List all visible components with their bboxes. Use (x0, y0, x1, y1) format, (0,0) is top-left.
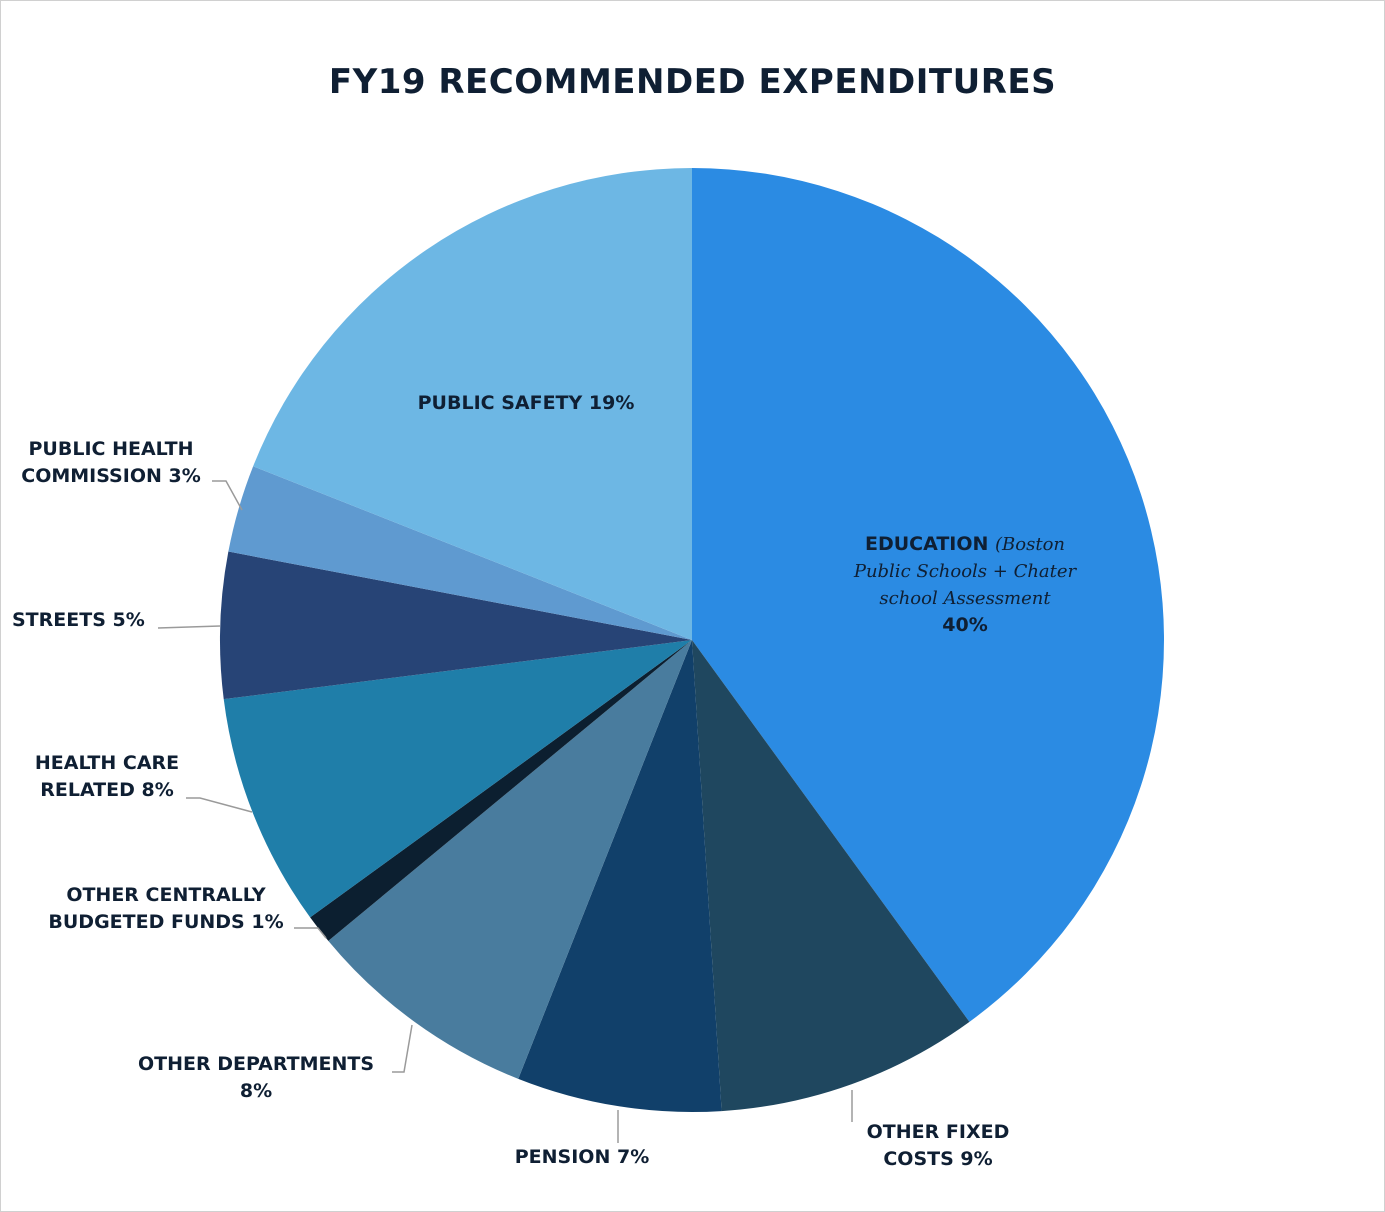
label-other-fixed-line-1: OTHER FIXED (866, 1121, 1010, 1143)
label-other-cbf-line-2: BUDGETED FUNDS 1% (48, 911, 284, 933)
label-public-health-line-2: COMMISSION 3% (21, 465, 201, 487)
label-education-line-1: EDUCATION (Boston (820, 531, 1110, 558)
leader-line-health-care (186, 797, 253, 813)
label-health-care-line-2: RELATED 8% (40, 779, 174, 801)
label-education: EDUCATION (Boston Public Schools + Chate… (820, 531, 1110, 639)
label-health-care-line-1: HEALTH CARE (34, 752, 180, 774)
label-other-departments-line-2: 8% (239, 1080, 273, 1102)
label-pension-line-1: PENSION 7% (514, 1146, 650, 1168)
label-health-care: HEALTH CARE RELATED 8% (0, 750, 214, 804)
label-public-safety: PUBLIC SAFETY 19% (386, 390, 666, 417)
label-public-health: PUBLIC HEALTH COMMISSION 3% (0, 436, 222, 490)
pie-slice-streets (219, 551, 693, 700)
pie-slice-other-fixed (692, 640, 970, 1112)
pie-slice-pension (518, 640, 722, 1113)
label-other-departments: OTHER DEPARTMENTS 8% (106, 1051, 406, 1105)
label-streets-line-1: STREETS 5% (12, 609, 145, 631)
label-education-note-1: (Boston (995, 534, 1066, 555)
pie-slice-other-cbf (310, 640, 692, 941)
label-education-note-2: Public Schools + Chater (853, 561, 1077, 582)
label-education-name: EDUCATION (864, 533, 989, 555)
chart-title: FY19 RECOMMENDED EXPENDITURES (328, 62, 1057, 102)
label-education-value: 40% (942, 614, 988, 636)
label-public-safety-line-1: PUBLIC SAFETY 19% (417, 392, 635, 414)
label-other-cbf: OTHER CENTRALLY BUDGETED FUNDS 1% (16, 882, 316, 936)
label-other-cbf-line-1: OTHER CENTRALLY (66, 884, 266, 906)
pie-slices (219, 168, 1165, 1113)
pie-slice-health-care (223, 640, 692, 918)
label-other-fixed-line-2: COSTS 9% (883, 1148, 993, 1170)
leader-lines (157, 480, 853, 1143)
leader-line-public-health (212, 480, 243, 511)
pie-slice-public-safety (253, 168, 692, 640)
leader-line-other-cbf (294, 927, 327, 939)
label-other-fixed: OTHER FIXED COSTS 9% (828, 1119, 1048, 1173)
label-education-note-3: school Assessment (879, 588, 1051, 609)
label-public-health-line-1: PUBLIC HEALTH (28, 438, 194, 460)
leader-line-other-departments (392, 1024, 413, 1073)
leader-line-streets (157, 625, 221, 629)
pie-slice-public-health (228, 466, 693, 640)
label-pension: PENSION 7% (482, 1144, 682, 1171)
label-other-departments-line-1: OTHER DEPARTMENTS (137, 1053, 375, 1075)
pie-slice-other-departments (328, 640, 692, 1079)
label-streets: STREETS 5% (12, 607, 145, 634)
pie-slice-education (692, 168, 1165, 1022)
